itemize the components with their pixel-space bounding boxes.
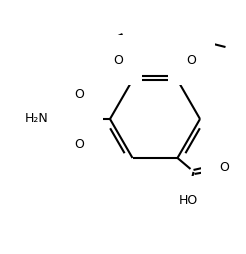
Text: S: S [74,113,82,125]
Text: O: O [186,54,197,67]
Text: O: O [220,162,230,174]
Text: O: O [114,54,123,67]
Text: HO: HO [179,195,198,208]
Text: O: O [74,137,84,151]
Text: O: O [74,87,84,101]
Text: H₂N: H₂N [24,113,48,125]
